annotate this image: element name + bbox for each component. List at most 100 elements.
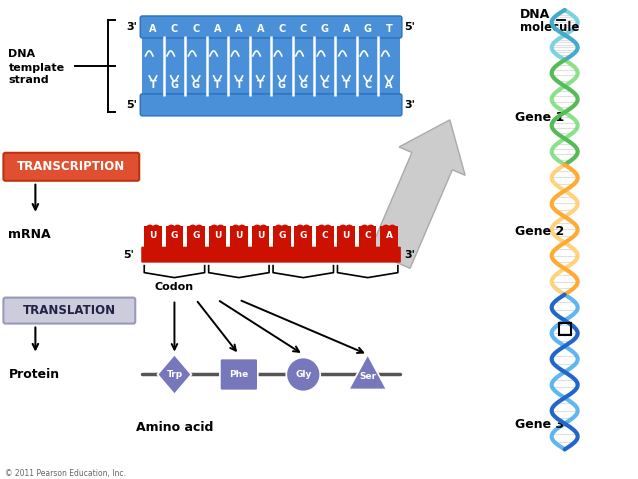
Circle shape bbox=[382, 225, 390, 233]
Circle shape bbox=[259, 225, 268, 233]
Text: A: A bbox=[343, 24, 350, 34]
Text: Gene 1: Gene 1 bbox=[515, 111, 564, 125]
Bar bbox=[380, 226, 398, 235]
Text: U: U bbox=[343, 231, 350, 240]
Text: G: G bbox=[364, 24, 372, 34]
Bar bbox=[359, 233, 376, 248]
Bar bbox=[359, 226, 376, 235]
Text: DNA: DNA bbox=[520, 9, 550, 22]
Text: TRANSCRIPTION: TRANSCRIPTION bbox=[17, 160, 126, 173]
Text: A: A bbox=[385, 231, 392, 240]
Text: T: T bbox=[386, 24, 392, 34]
Text: A: A bbox=[385, 80, 393, 90]
Bar bbox=[295, 233, 312, 248]
Bar bbox=[166, 226, 183, 235]
Text: Ser: Ser bbox=[359, 372, 376, 381]
Circle shape bbox=[152, 225, 161, 233]
Text: G: G bbox=[192, 80, 200, 90]
Text: Gene 3: Gene 3 bbox=[515, 418, 564, 431]
Text: G: G bbox=[170, 80, 179, 90]
Polygon shape bbox=[158, 354, 191, 395]
Circle shape bbox=[366, 225, 375, 233]
Text: © 2011 Pearson Education, Inc.: © 2011 Pearson Education, Inc. bbox=[6, 469, 126, 478]
Circle shape bbox=[295, 225, 304, 233]
Text: G: G bbox=[278, 80, 286, 90]
Circle shape bbox=[274, 225, 283, 233]
Text: Protein: Protein bbox=[8, 368, 59, 381]
Text: 3': 3' bbox=[404, 100, 415, 110]
FancyBboxPatch shape bbox=[3, 297, 135, 323]
Bar bbox=[187, 233, 205, 248]
Text: template: template bbox=[8, 63, 64, 73]
Text: A: A bbox=[256, 24, 264, 34]
Bar bbox=[209, 233, 226, 248]
Circle shape bbox=[173, 225, 182, 233]
Circle shape bbox=[281, 225, 290, 233]
Text: U: U bbox=[256, 231, 264, 240]
Circle shape bbox=[323, 225, 332, 233]
FancyBboxPatch shape bbox=[141, 247, 401, 262]
Bar bbox=[338, 226, 355, 235]
FancyBboxPatch shape bbox=[140, 94, 402, 116]
Circle shape bbox=[195, 225, 204, 233]
Bar bbox=[273, 233, 290, 248]
Text: C: C bbox=[171, 24, 178, 34]
Text: G: G bbox=[278, 231, 285, 240]
Text: A: A bbox=[214, 24, 221, 34]
Circle shape bbox=[360, 225, 369, 233]
Text: T: T bbox=[235, 80, 242, 90]
Text: Phe: Phe bbox=[229, 370, 248, 379]
Circle shape bbox=[339, 225, 348, 233]
Text: T: T bbox=[214, 80, 221, 90]
Text: C: C bbox=[278, 24, 285, 34]
Bar bbox=[380, 233, 398, 248]
Text: G: G bbox=[299, 80, 308, 90]
Polygon shape bbox=[349, 354, 387, 389]
Polygon shape bbox=[369, 120, 465, 268]
Circle shape bbox=[302, 225, 311, 233]
Circle shape bbox=[232, 225, 240, 233]
Bar bbox=[251, 226, 269, 235]
Circle shape bbox=[317, 225, 326, 233]
Text: Gly: Gly bbox=[295, 370, 311, 379]
Bar bbox=[559, 322, 570, 334]
Text: Amino acid: Amino acid bbox=[136, 421, 213, 434]
FancyBboxPatch shape bbox=[140, 16, 402, 38]
Text: mRNA: mRNA bbox=[8, 228, 51, 241]
Circle shape bbox=[167, 225, 175, 233]
Text: 5': 5' bbox=[404, 22, 415, 32]
Text: T: T bbox=[149, 80, 156, 90]
Text: A: A bbox=[235, 24, 242, 34]
Text: 3': 3' bbox=[404, 250, 415, 260]
Bar bbox=[166, 233, 183, 248]
Text: Codon: Codon bbox=[155, 282, 194, 292]
Circle shape bbox=[216, 225, 225, 233]
FancyBboxPatch shape bbox=[3, 153, 139, 181]
Bar bbox=[273, 226, 290, 235]
FancyBboxPatch shape bbox=[220, 358, 258, 390]
Text: Gene 2: Gene 2 bbox=[515, 225, 564, 238]
Bar bbox=[316, 233, 334, 248]
Text: U: U bbox=[214, 231, 221, 240]
Text: 5': 5' bbox=[123, 250, 134, 260]
Circle shape bbox=[388, 225, 397, 233]
Text: C: C bbox=[321, 80, 329, 90]
Bar bbox=[144, 233, 162, 248]
Circle shape bbox=[286, 357, 320, 391]
Bar bbox=[338, 233, 355, 248]
Text: Trp: Trp bbox=[167, 370, 182, 379]
Text: U: U bbox=[149, 231, 157, 240]
Bar bbox=[316, 226, 334, 235]
Bar bbox=[187, 226, 205, 235]
Text: C: C bbox=[300, 24, 307, 34]
Bar bbox=[295, 226, 312, 235]
Text: T: T bbox=[257, 80, 263, 90]
Text: G: G bbox=[192, 231, 200, 240]
Text: TRANSLATION: TRANSLATION bbox=[23, 304, 116, 317]
Text: U: U bbox=[235, 231, 242, 240]
Bar bbox=[144, 226, 162, 235]
Bar bbox=[251, 233, 269, 248]
Text: T: T bbox=[343, 80, 350, 90]
Circle shape bbox=[188, 225, 197, 233]
Circle shape bbox=[253, 225, 262, 233]
